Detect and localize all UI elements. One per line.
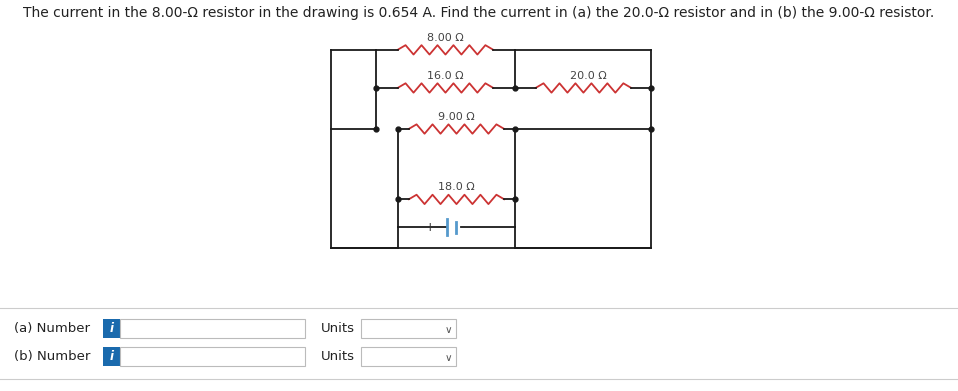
Text: (b) Number: (b) Number — [14, 350, 90, 364]
Text: −: − — [465, 221, 474, 234]
FancyBboxPatch shape — [120, 319, 305, 339]
Text: ∨: ∨ — [445, 353, 452, 363]
FancyBboxPatch shape — [120, 348, 305, 366]
Text: +: + — [424, 221, 435, 234]
FancyBboxPatch shape — [361, 319, 456, 339]
FancyBboxPatch shape — [103, 319, 120, 339]
Text: 20.0 Ω: 20.0 Ω — [570, 71, 606, 81]
Text: 8.00 Ω: 8.00 Ω — [427, 32, 464, 43]
Text: Units: Units — [321, 350, 355, 364]
Text: 9.00 Ω: 9.00 Ω — [438, 112, 475, 122]
Text: i: i — [109, 323, 113, 335]
Text: ∨: ∨ — [445, 325, 452, 335]
Text: i: i — [109, 350, 113, 364]
Text: (a) Number: (a) Number — [14, 323, 90, 335]
Text: 16.0 Ω: 16.0 Ω — [427, 71, 464, 81]
Text: 18.0 Ω: 18.0 Ω — [438, 182, 475, 192]
Text: Units: Units — [321, 323, 355, 335]
FancyBboxPatch shape — [361, 348, 456, 366]
Text: The current in the 8.00-Ω resistor in the drawing is 0.654 A. Find the current i: The current in the 8.00-Ω resistor in th… — [23, 6, 935, 20]
FancyBboxPatch shape — [103, 348, 120, 366]
